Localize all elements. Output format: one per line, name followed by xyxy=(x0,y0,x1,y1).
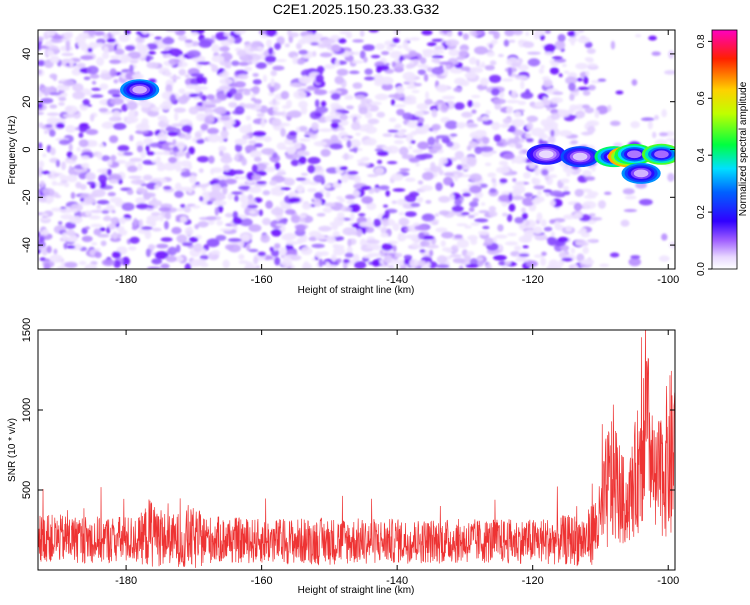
heatmap-feature-5 xyxy=(614,143,654,165)
chart-title: C2E1.2025.150.23.33.G32 xyxy=(273,1,440,17)
colorbar-label: Normalized spectral amplitude xyxy=(738,81,749,216)
x-tick-label: -160 xyxy=(251,575,273,587)
heatmap-feature-7 xyxy=(641,143,675,165)
x-tick-label: -120 xyxy=(522,274,544,286)
snr-series-line xyxy=(38,330,675,568)
heatmap-features xyxy=(120,79,675,184)
colorbar-tick-label: 0.4 xyxy=(696,148,707,162)
y-tick-label: 20 xyxy=(21,96,33,108)
snr-ticks: -180 -160 -140 -120 -100 500 1000 1500 xyxy=(21,318,679,587)
y-tick-label: 1500 xyxy=(21,318,33,342)
y-tick-label: -20 xyxy=(21,189,33,205)
y-tick-label: 500 xyxy=(21,481,33,499)
colorbar-gradient xyxy=(711,29,738,270)
heatmap-ylabel: Frequency (Hz) xyxy=(7,116,18,185)
colorbar: 0.0 0.2 0.4 0.6 0.8 Normalized spectral ampl… xyxy=(696,29,749,276)
snr-panel: -180 -160 -140 -120 -100 500 1000 1500 Height o… xyxy=(7,318,679,596)
colorbar-tick-label: 0.2 xyxy=(696,205,707,219)
x-tick-label: -180 xyxy=(115,274,137,286)
x-tick-label: -140 xyxy=(386,575,408,587)
y-tick-label: 1000 xyxy=(21,398,33,422)
x-tick-label: -180 xyxy=(115,575,137,587)
y-tick-label: -40 xyxy=(21,237,33,253)
x-tick-label: -100 xyxy=(657,575,679,587)
snr-frame xyxy=(37,329,676,571)
colorbar-tick-label: 0.0 xyxy=(696,262,707,276)
heatmap-xlabel: Height of straight line (km) xyxy=(298,285,415,296)
colorbar-tick-label: 0.8 xyxy=(696,34,707,48)
y-tick-label: 40 xyxy=(21,48,33,60)
x-tick-label: -100 xyxy=(657,274,679,286)
heatmap-feature-2 xyxy=(560,146,600,168)
heatmap-feature-6 xyxy=(621,162,661,184)
heatmap-feature-0 xyxy=(120,79,160,101)
heatmap-ticks: -180 -160 -140 -120 -100 -40 -20 0 20 40 xyxy=(21,30,679,286)
heatmap-panel: -180 -160 -140 -120 -100 -40 -20 0 20 40 Height o… xyxy=(7,29,679,296)
snr-ylabel: SNR (10 * v/v) xyxy=(7,418,18,482)
x-tick-label: -140 xyxy=(386,274,408,286)
x-tick-label: -160 xyxy=(251,274,273,286)
colorbar-tick-label: 0.6 xyxy=(696,91,707,105)
heatmap-feature-1 xyxy=(526,143,566,165)
y-tick-label: 0 xyxy=(21,146,33,152)
colorbar-ticks: 0.0 0.2 0.4 0.6 0.8 xyxy=(696,34,712,276)
snr-xlabel: Height of straight line (km) xyxy=(298,585,415,596)
heatmap-blobs xyxy=(38,30,675,269)
x-tick-label: -120 xyxy=(522,575,544,587)
